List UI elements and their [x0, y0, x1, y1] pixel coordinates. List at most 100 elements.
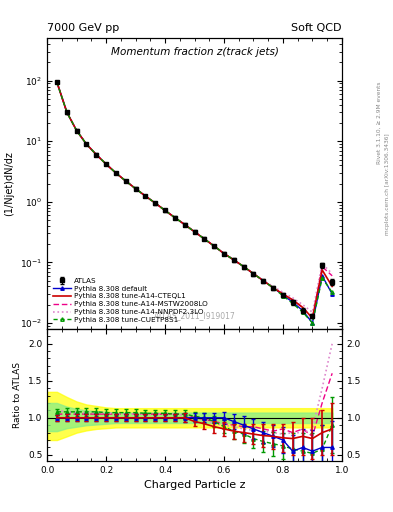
Pythia 8.308 tune-CUETP8S1 — [320, 275, 325, 281]
Pythia 8.308 tune-A14-NNPDF2.3LO — [310, 309, 315, 315]
Pythia 8.308 tune-A14-MSTW2008LO — [251, 271, 256, 277]
Pythia 8.308 default — [192, 229, 197, 235]
Y-axis label: (1/Njet)dN/dz: (1/Njet)dN/dz — [4, 151, 15, 216]
Pythia 8.308 tune-A14-MSTW2008LO — [192, 229, 197, 235]
Pythia 8.308 tune-A14-NNPDF2.3LO — [173, 215, 177, 221]
Pythia 8.308 tune-CUETP8S1 — [310, 320, 315, 326]
Pythia 8.308 tune-A14-NNPDF2.3LO — [84, 141, 89, 147]
Pythia 8.308 tune-A14-CTEQL1 — [222, 250, 226, 257]
Pythia 8.308 tune-A14-CTEQL1 — [261, 278, 266, 284]
Pythia 8.308 tune-CUETP8S1 — [300, 309, 305, 315]
Pythia 8.308 tune-A14-MSTW2008LO — [64, 110, 69, 116]
Pythia 8.308 default — [300, 308, 305, 314]
Pythia 8.308 tune-A14-NNPDF2.3LO — [104, 161, 108, 167]
Pythia 8.308 tune-A14-CTEQL1 — [231, 257, 236, 263]
Pythia 8.308 default — [290, 299, 295, 305]
Pythia 8.308 tune-A14-NNPDF2.3LO — [143, 193, 148, 199]
Pythia 8.308 default — [173, 215, 177, 221]
Pythia 8.308 tune-A14-NNPDF2.3LO — [192, 229, 197, 235]
Pythia 8.308 tune-CUETP8S1 — [182, 222, 187, 228]
Text: 7000 GeV pp: 7000 GeV pp — [47, 23, 119, 33]
Pythia 8.308 tune-A14-NNPDF2.3LO — [290, 295, 295, 301]
Pythia 8.308 tune-A14-NNPDF2.3LO — [123, 178, 128, 184]
Pythia 8.308 tune-A14-MSTW2008LO — [202, 236, 207, 242]
Pythia 8.308 tune-CUETP8S1 — [231, 257, 236, 263]
Pythia 8.308 tune-A14-MSTW2008LO — [153, 200, 158, 206]
Pythia 8.308 tune-A14-NNPDF2.3LO — [330, 271, 334, 277]
Pythia 8.308 tune-A14-CTEQL1 — [64, 110, 69, 116]
Pythia 8.308 tune-CUETP8S1 — [74, 127, 79, 134]
Pythia 8.308 tune-A14-MSTW2008LO — [320, 264, 325, 270]
Pythia 8.308 tune-A14-CTEQL1 — [202, 236, 207, 242]
Pythia 8.308 tune-A14-MSTW2008LO — [94, 152, 99, 158]
Legend: ATLAS, Pythia 8.308 default, Pythia 8.308 tune-A14-CTEQL1, Pythia 8.308 tune-A14: ATLAS, Pythia 8.308 default, Pythia 8.30… — [51, 275, 210, 325]
Pythia 8.308 tune-CUETP8S1 — [330, 289, 334, 295]
Pythia 8.308 tune-A14-CTEQL1 — [74, 127, 79, 134]
Pythia 8.308 tune-A14-NNPDF2.3LO — [281, 289, 285, 295]
Pythia 8.308 tune-A14-NNPDF2.3LO — [261, 278, 266, 284]
Pythia 8.308 default — [310, 320, 315, 326]
Pythia 8.308 tune-CUETP8S1 — [251, 271, 256, 277]
Pythia 8.308 tune-A14-MSTW2008LO — [143, 193, 148, 199]
Pythia 8.308 tune-A14-MSTW2008LO — [281, 291, 285, 297]
Pythia 8.308 tune-A14-CTEQL1 — [320, 267, 325, 273]
Pythia 8.308 tune-A14-NNPDF2.3LO — [153, 200, 158, 206]
Pythia 8.308 tune-A14-NNPDF2.3LO — [320, 261, 325, 267]
Pythia 8.308 tune-A14-MSTW2008LO — [123, 178, 128, 184]
X-axis label: Charged Particle z: Charged Particle z — [144, 480, 245, 490]
Text: mcplots.cern.ch [arXiv:1306.3436]: mcplots.cern.ch [arXiv:1306.3436] — [385, 134, 389, 235]
Pythia 8.308 default — [153, 200, 158, 206]
Pythia 8.308 tune-A14-CTEQL1 — [241, 264, 246, 270]
Pythia 8.308 tune-A14-MSTW2008LO — [300, 305, 305, 311]
Pythia 8.308 default — [64, 110, 69, 116]
Pythia 8.308 tune-A14-NNPDF2.3LO — [94, 152, 99, 158]
Pythia 8.308 tune-CUETP8S1 — [133, 185, 138, 191]
Pythia 8.308 tune-CUETP8S1 — [173, 215, 177, 221]
Pythia 8.308 tune-A14-CTEQL1 — [192, 229, 197, 235]
Pythia 8.308 default — [104, 161, 108, 167]
Pythia 8.308 tune-A14-MSTW2008LO — [261, 278, 266, 284]
Pythia 8.308 tune-A14-NNPDF2.3LO — [182, 222, 187, 228]
Pythia 8.308 tune-A14-NNPDF2.3LO — [163, 207, 167, 214]
Pythia 8.308 tune-CUETP8S1 — [202, 236, 207, 242]
Pythia 8.308 tune-A14-MSTW2008LO — [290, 297, 295, 303]
Pythia 8.308 default — [251, 271, 256, 277]
Pythia 8.308 tune-CUETP8S1 — [123, 178, 128, 184]
Pythia 8.308 tune-A14-CTEQL1 — [143, 193, 148, 199]
Pythia 8.308 default — [261, 278, 266, 284]
Text: Soft QCD: Soft QCD — [292, 23, 342, 33]
Pythia 8.308 tune-A14-CTEQL1 — [281, 291, 285, 297]
Pythia 8.308 tune-A14-NNPDF2.3LO — [64, 110, 69, 116]
Pythia 8.308 tune-A14-CTEQL1 — [173, 215, 177, 221]
Pythia 8.308 default — [320, 273, 325, 279]
Y-axis label: Ratio to ATLAS: Ratio to ATLAS — [13, 362, 22, 428]
Pythia 8.308 default — [114, 170, 118, 176]
Pythia 8.308 default — [74, 127, 79, 134]
Pythia 8.308 tune-A14-NNPDF2.3LO — [251, 271, 256, 277]
Pythia 8.308 default — [94, 152, 99, 158]
Pythia 8.308 default — [222, 250, 226, 257]
Pythia 8.308 tune-CUETP8S1 — [290, 301, 295, 307]
Pythia 8.308 tune-CUETP8S1 — [55, 79, 59, 85]
Line: Pythia 8.308 tune-CUETP8S1: Pythia 8.308 tune-CUETP8S1 — [55, 80, 334, 325]
Pythia 8.308 tune-A14-NNPDF2.3LO — [222, 250, 226, 257]
Pythia 8.308 default — [271, 285, 275, 291]
Pythia 8.308 tune-CUETP8S1 — [192, 229, 197, 235]
Pythia 8.308 default — [212, 243, 217, 249]
Pythia 8.308 tune-A14-CTEQL1 — [123, 178, 128, 184]
Pythia 8.308 tune-A14-MSTW2008LO — [231, 257, 236, 263]
Pythia 8.308 tune-A14-NNPDF2.3LO — [300, 302, 305, 308]
Pythia 8.308 tune-CUETP8S1 — [271, 285, 275, 291]
Pythia 8.308 tune-A14-CTEQL1 — [310, 315, 315, 321]
Pythia 8.308 default — [84, 141, 89, 147]
Pythia 8.308 tune-CUETP8S1 — [114, 170, 118, 176]
Pythia 8.308 tune-CUETP8S1 — [153, 200, 158, 206]
Line: Pythia 8.308 default: Pythia 8.308 default — [55, 80, 334, 325]
Pythia 8.308 tune-CUETP8S1 — [261, 278, 266, 284]
Pythia 8.308 tune-A14-NNPDF2.3LO — [241, 264, 246, 270]
Pythia 8.308 tune-A14-CTEQL1 — [153, 200, 158, 206]
Pythia 8.308 tune-A14-NNPDF2.3LO — [55, 79, 59, 85]
Pythia 8.308 tune-A14-MSTW2008LO — [104, 161, 108, 167]
Pythia 8.308 tune-CUETP8S1 — [212, 243, 217, 249]
Pythia 8.308 default — [330, 291, 334, 297]
